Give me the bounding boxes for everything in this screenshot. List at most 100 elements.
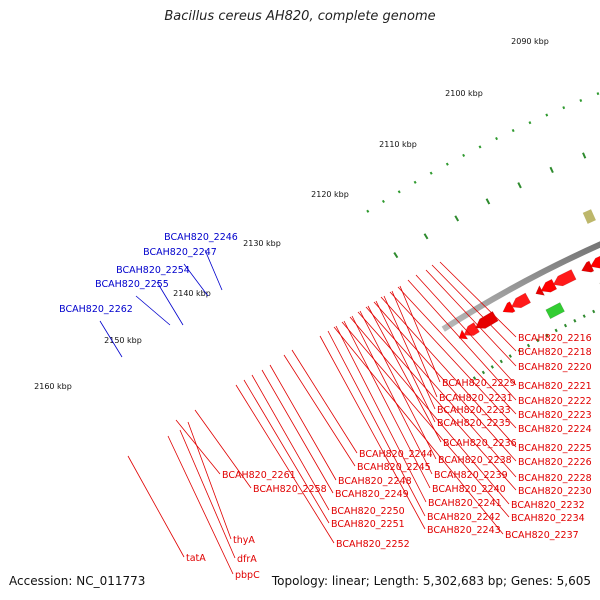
inner-ring-dot [554, 328, 558, 333]
gene-label[interactable]: BCAH820_2246 [164, 232, 238, 243]
leader-line [269, 364, 337, 481]
gene-label[interactable]: thyA [233, 535, 255, 546]
accession-text: Accession: NC_011773 [9, 574, 146, 588]
gene-label[interactable]: BCAH820_2258 [253, 484, 327, 495]
gene-label[interactable]: BCAH820_2247 [143, 247, 217, 258]
inner-ring-dot [592, 309, 596, 314]
gene-label[interactable]: pbpC [235, 570, 260, 581]
gene-label[interactable]: BCAH820_2236 [443, 438, 517, 449]
outer-ring-dot [462, 153, 466, 157]
gene-label[interactable]: BCAH820_2221 [518, 381, 592, 392]
gene-arrow[interactable] [500, 301, 516, 317]
gene-features[interactable] [456, 104, 600, 343]
inner-ring-dot [472, 376, 477, 380]
leader-line [251, 374, 330, 511]
leader-line [235, 384, 335, 544]
gene-label[interactable]: BCAH820_2229 [442, 378, 516, 389]
tick-mark [549, 166, 554, 174]
gene-label[interactable]: BCAH820_2218 [518, 347, 592, 358]
backbone-arc [441, 241, 600, 332]
gene-label[interactable]: BCAH820_2248 [338, 476, 412, 487]
tick-label: 2090 kbp [511, 37, 549, 46]
tick-mark [393, 252, 399, 259]
outer-ring-dot [528, 121, 532, 125]
gene-label[interactable]: BCAH820_2237 [505, 530, 579, 541]
gene-label[interactable]: BCAH820_2230 [518, 486, 592, 497]
gene-label[interactable]: BCAH820_2222 [518, 396, 592, 407]
inner-ring-dot [582, 314, 586, 318]
gene-label[interactable]: BCAH820_2231 [439, 393, 513, 404]
gene-label[interactable]: BCAH820_2245 [357, 462, 431, 473]
gene-label[interactable]: BCAH820_2226 [518, 457, 592, 468]
gene-label[interactable]: BCAH820_2251 [331, 519, 405, 530]
tick-label: 2110 kbp [379, 140, 417, 149]
tick-label: 2150 kbp [104, 336, 142, 345]
inner-ring-dot [508, 354, 512, 358]
inner-dotted-ring [472, 309, 596, 380]
leader-line [283, 354, 356, 467]
leader-line [341, 321, 510, 518]
gene-arrow[interactable] [551, 269, 577, 289]
gene-label[interactable]: BCAH820_2216 [518, 333, 592, 344]
leader-line [179, 429, 236, 559]
gene-box-outer[interactable] [582, 209, 596, 224]
gene-label[interactable]: BCAH820_2241 [428, 498, 502, 509]
tick-mark [485, 198, 491, 205]
gene-label[interactable]: dfrA [237, 554, 257, 565]
outer-dotted-ring [366, 92, 600, 213]
inner-ring-dot [545, 333, 549, 338]
gene-arrow[interactable] [509, 292, 532, 312]
gene-label[interactable]: BCAH820_2254 [116, 265, 190, 276]
leader-line [327, 330, 426, 517]
gene-box[interactable] [545, 302, 565, 320]
gene-label[interactable]: BCAH820_2225 [518, 443, 592, 454]
gene-label[interactable]: BCAH820_2249 [335, 489, 409, 500]
gene-label[interactable]: BCAH820_2220 [518, 362, 592, 373]
inner-ring-dot [517, 348, 522, 353]
gene-label[interactable]: BCAH820_2239 [434, 470, 508, 481]
gene-arrow[interactable] [538, 278, 558, 296]
tick-mark [582, 152, 587, 159]
inner-ring-dot [481, 370, 486, 375]
outer-ring-dot [562, 106, 566, 110]
leader-line [175, 419, 221, 475]
gene-arrow[interactable] [579, 260, 595, 276]
tick-label: 2120 kbp [311, 190, 349, 199]
gene-label[interactable]: BCAH820_2223 [518, 410, 592, 421]
gene-arrow[interactable] [473, 311, 499, 332]
inner-ring-dot [563, 323, 568, 328]
leader-line [319, 335, 426, 530]
gene-label[interactable]: BCAH820_2252 [336, 539, 410, 550]
leader-line [439, 261, 517, 338]
outer-ring-dot [579, 98, 583, 103]
gene-label[interactable]: BCAH820_2234 [511, 513, 585, 524]
leader-line [127, 455, 185, 558]
outer-ring-dot [478, 145, 482, 149]
tick-label: 2100 kbp [445, 89, 483, 98]
inner-ring-dot [536, 338, 540, 343]
gene-label[interactable]: BCAH820_2250 [331, 506, 405, 517]
outer-ring-dot [495, 137, 498, 141]
gene-label[interactable]: BCAH820_2261 [222, 470, 296, 481]
gene-label[interactable]: BCAH820_2240 [432, 484, 506, 495]
gene-label[interactable]: BCAH820_2228 [518, 473, 592, 484]
gene-arrow[interactable] [588, 253, 600, 272]
leader-line [375, 300, 436, 423]
outer-ring-dot [366, 209, 370, 213]
gene-label[interactable]: BCAH820_2255 [95, 279, 169, 290]
gene-label[interactable]: BCAH820_2262 [59, 304, 133, 315]
gene-label[interactable]: BCAH820_2243 [427, 525, 501, 536]
leader-line [99, 320, 123, 358]
gene-label[interactable]: BCAH820_2233 [437, 405, 511, 416]
gene-label[interactable]: tatA [186, 553, 206, 564]
gene-label[interactable]: BCAH820_2235 [437, 418, 511, 429]
gene-label[interactable]: BCAH820_2232 [511, 500, 585, 511]
gene-labels[interactable]: BCAH820_2216BCAH820_2218BCAH820_2220BCAH… [59, 232, 592, 581]
gene-label[interactable]: BCAH820_2224 [518, 424, 592, 435]
gene-label[interactable]: BCAH820_2244 [359, 449, 433, 460]
gene-label[interactable]: BCAH820_2242 [427, 512, 501, 523]
gene-label[interactable]: BCAH820_2238 [438, 455, 512, 466]
leader-line [380, 296, 517, 448]
leader-line [391, 290, 438, 398]
